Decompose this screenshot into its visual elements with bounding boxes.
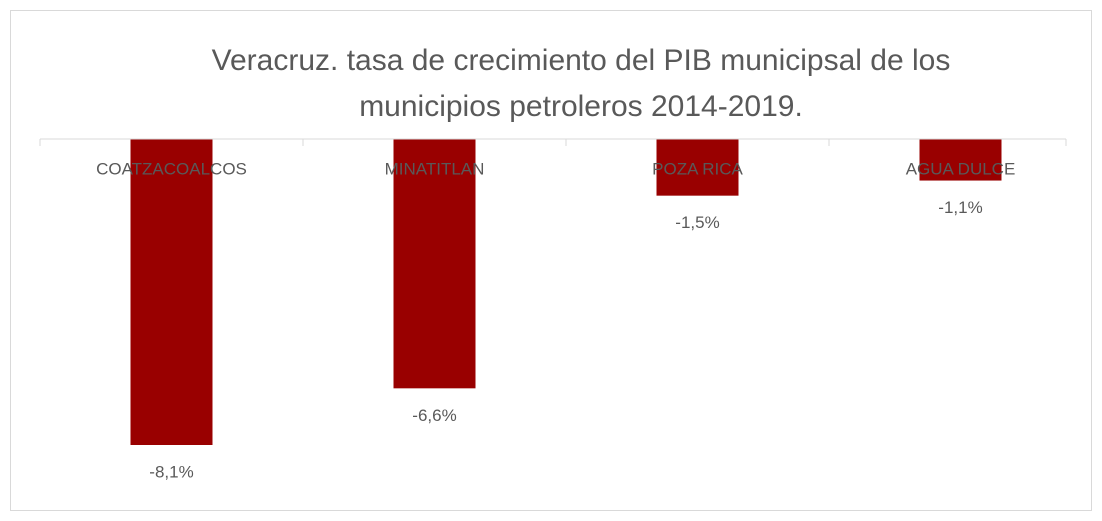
bar	[919, 139, 1002, 181]
bar	[130, 139, 213, 445]
data-label: -8,1%	[149, 462, 193, 481]
data-label: -1,5%	[675, 213, 719, 232]
x-tick-label: COATZACOALCOS	[96, 159, 247, 178]
bar	[393, 139, 476, 389]
bar	[656, 139, 739, 196]
x-tick-label: AGUA DULCE	[906, 159, 1016, 178]
data-label: -6,6%	[412, 406, 456, 425]
x-tick-label: POZA RICA	[652, 159, 743, 178]
x-tick-label: MINATITLAN	[385, 159, 485, 178]
chart-title: Veracruz. tasa de crecimiento del PIB mu…	[212, 44, 951, 77]
data-label: -1,1%	[938, 198, 982, 217]
chart-title: municipios petroleros 2014-2019.	[359, 90, 803, 123]
